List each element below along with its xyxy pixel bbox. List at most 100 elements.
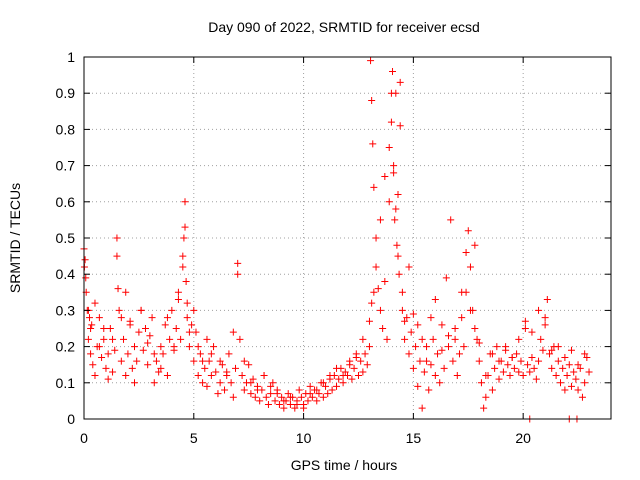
data-point [210,343,218,351]
data-point [491,364,499,372]
data-point [423,343,431,351]
data-point [251,393,259,401]
data-point [280,404,288,412]
data-point [126,321,134,329]
data-point [559,364,567,372]
data-point [368,299,376,307]
data-point [403,314,411,322]
data-point [574,361,582,369]
data-point [313,397,321,405]
data-point [113,252,121,260]
data-point [313,386,321,394]
data-point [449,357,457,365]
data-point [339,372,347,380]
data-point [306,382,314,390]
data-point [359,335,367,343]
data-point [515,335,523,343]
data-point [131,379,139,387]
data-point [128,364,136,372]
data-point [455,350,463,358]
data-point [275,401,283,409]
data-point [391,216,399,224]
data-point [462,248,470,256]
data-point [387,118,395,126]
data-point [574,386,582,394]
data-point [170,343,178,351]
data-point [199,357,207,365]
data-point [85,314,93,322]
data-point [203,382,211,390]
data-point [225,350,233,358]
data-point [418,335,426,343]
data-point [396,78,404,86]
data-point [114,285,122,293]
data-point [482,372,490,380]
data-point [423,357,431,365]
data-point [333,364,341,372]
data-point [262,393,270,401]
data-point [442,274,450,282]
data-point [234,259,242,267]
data-point [185,343,193,351]
data-point [475,339,483,347]
data-point [519,372,527,380]
data-point [306,390,314,398]
data-point [157,343,165,351]
data-point [369,140,377,148]
data-point [161,321,169,329]
data-point [148,314,156,322]
data-point [475,357,483,365]
data-point [393,241,401,249]
data-point [427,361,435,369]
data-point [182,277,190,285]
data-point [440,364,448,372]
data-point [168,306,176,314]
data-point [247,390,255,398]
data-point [510,364,518,372]
data-point [530,364,538,372]
data-point [583,353,591,361]
data-point [395,270,403,278]
y-tick-label: 0.1 [56,375,76,391]
data-point [394,191,402,199]
data-point [539,346,547,354]
data-point [304,397,312,405]
data-point [453,372,461,380]
data-point [179,263,187,271]
data-point [438,321,446,329]
data-point [139,346,147,354]
data-point [348,375,356,383]
data-point [535,357,543,365]
data-point [88,321,96,329]
data-point [150,379,158,387]
data-point [458,314,466,322]
data-point [552,372,560,380]
data-point [89,361,97,369]
data-point [319,393,327,401]
data-point [431,296,439,304]
data-point [409,364,417,372]
data-point [267,390,275,398]
data-point [508,353,516,361]
data-point [414,321,422,329]
y-tick-label: 0.7 [56,158,76,174]
data-point [322,382,330,390]
data-point [122,288,130,296]
data-point [120,335,128,343]
data-point [216,379,224,387]
data-point [354,372,362,380]
data-point [333,382,341,390]
data-point [370,288,378,296]
data-point [425,386,433,394]
data-point [480,404,488,412]
data-point [284,390,292,398]
data-point [91,372,99,380]
data-point [245,361,253,369]
data-point [247,379,255,387]
data-point [122,372,130,380]
data-point [554,343,562,351]
x-tick-label: 5 [190,430,198,446]
data-point [546,350,554,358]
data-point [567,382,575,390]
data-point [180,234,188,242]
